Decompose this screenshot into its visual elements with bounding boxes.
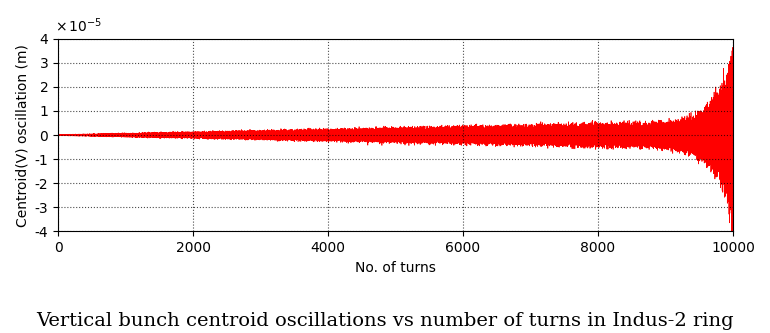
Text: Vertical bunch centroid oscillations vs number of turns in Indus-2 ring: Vertical bunch centroid oscillations vs … bbox=[36, 312, 734, 330]
Text: $\times\,10^{-5}$: $\times\,10^{-5}$ bbox=[55, 16, 102, 35]
Y-axis label: Centroid(V) oscillation (m): Centroid(V) oscillation (m) bbox=[15, 44, 29, 226]
X-axis label: No. of turns: No. of turns bbox=[355, 261, 436, 275]
